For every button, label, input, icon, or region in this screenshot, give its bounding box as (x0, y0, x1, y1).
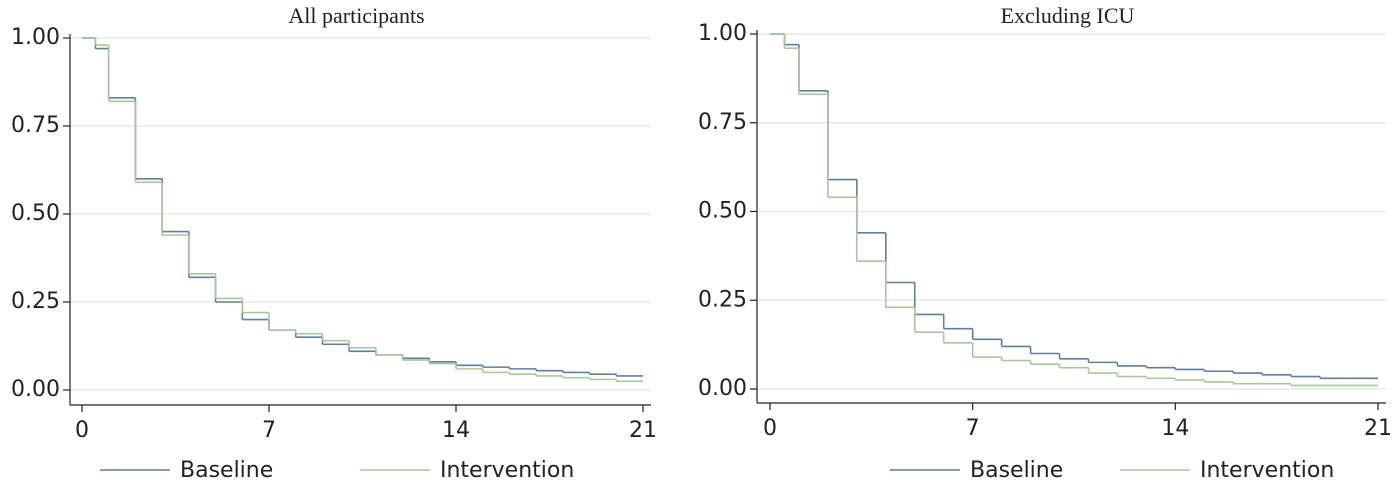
y-tick-label: 0.75 (698, 110, 747, 135)
legend-label: Baseline (180, 458, 273, 483)
chart-title: Excluding ICU (1001, 3, 1135, 28)
x-tick-label: 14 (1161, 416, 1189, 441)
y-tick-label: 0.25 (11, 289, 60, 314)
x-tick-label: 7 (966, 416, 980, 441)
y-tick-label: 0.00 (698, 376, 747, 401)
x-tick-label: 0 (763, 416, 777, 441)
y-tick-label: 0.00 (11, 377, 60, 402)
x-tick-label: 14 (442, 418, 470, 443)
y-tick-label: 1.00 (11, 25, 60, 50)
legend-label: Intervention (440, 458, 574, 483)
x-tick-label: 21 (1364, 416, 1392, 441)
y-tick-label: 0.50 (698, 199, 747, 224)
y-tick-label: 0.25 (698, 287, 747, 312)
x-tick-label: 21 (629, 418, 657, 443)
x-tick-label: 0 (75, 418, 89, 443)
y-tick-label: 1.00 (698, 21, 747, 46)
legend-label: Baseline (970, 458, 1063, 483)
legend-label: Intervention (1200, 458, 1334, 483)
y-tick-label: 0.50 (11, 201, 60, 226)
y-tick-label: 0.75 (11, 113, 60, 138)
x-tick-label: 7 (262, 418, 276, 443)
chart-title: All participants (288, 3, 424, 28)
